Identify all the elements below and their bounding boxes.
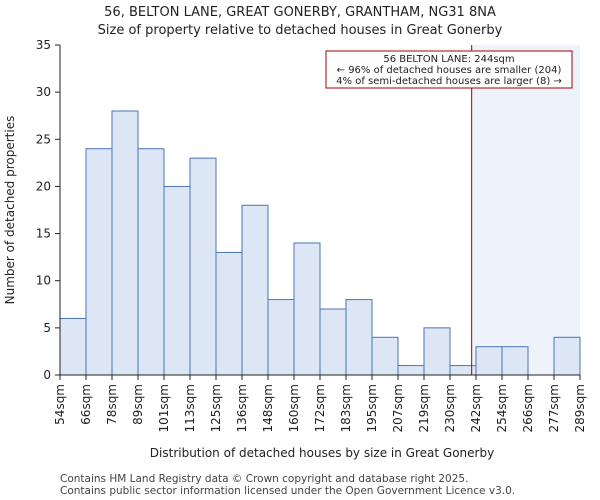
x-tick-label: 78sqm <box>105 384 119 425</box>
histogram-bar <box>241 204 269 376</box>
x-tick-label: 54sqm <box>53 384 67 425</box>
x-tick-label: 89sqm <box>131 384 145 425</box>
y-tick-label: 0 <box>43 368 51 382</box>
y-tick-label: 10 <box>36 274 51 288</box>
x-tick-label: 195sqm <box>365 384 379 432</box>
histogram-bar <box>215 251 243 376</box>
x-tick-label: 136sqm <box>235 384 249 432</box>
annotation-line: 4% of semi-detached houses are larger (8… <box>336 76 562 87</box>
histogram-bar <box>423 327 451 376</box>
annotation-line: ← 96% of detached houses are smaller (20… <box>337 65 562 76</box>
histogram-bar <box>371 336 399 376</box>
y-tick-label: 5 <box>43 321 51 335</box>
y-tick-label: 25 <box>36 132 51 146</box>
histogram-bar <box>501 346 529 376</box>
chart-title: 56, BELTON LANE, GREAT GONERBY, GRANTHAM… <box>104 5 496 20</box>
x-tick-label: 66sqm <box>79 384 93 425</box>
histogram-bar <box>319 308 347 376</box>
x-tick-label: 242sqm <box>469 384 483 432</box>
histogram-bar <box>111 110 139 376</box>
x-axis-label: Distribution of detached houses by size … <box>150 446 494 460</box>
x-tick-label: 254sqm <box>495 384 509 432</box>
y-tick-label: 30 <box>36 85 51 99</box>
histogram-bar <box>189 157 217 376</box>
x-tick-label: 172sqm <box>313 384 327 432</box>
histogram-bar <box>293 242 321 376</box>
histogram-bar <box>59 317 87 376</box>
x-tick-label: 183sqm <box>339 384 353 432</box>
chart-subtitle: Size of property relative to detached ho… <box>97 23 503 38</box>
x-tick-label: 230sqm <box>443 384 457 432</box>
histogram-bar <box>163 185 191 376</box>
highlight-region <box>471 45 580 375</box>
y-axis-label: Number of detached properties <box>3 116 17 305</box>
x-tick-label: 101sqm <box>157 384 171 432</box>
x-tick-label: 148sqm <box>261 384 275 432</box>
x-tick-label: 207sqm <box>391 384 405 432</box>
x-tick-label: 266sqm <box>521 384 535 432</box>
histogram-bar <box>397 365 425 376</box>
histogram-bar <box>137 148 165 376</box>
x-tick-label: 125sqm <box>209 384 223 432</box>
y-tick-label: 20 <box>36 179 51 193</box>
x-tick-label: 219sqm <box>417 384 431 432</box>
histogram-bar <box>553 336 581 376</box>
y-tick-label: 15 <box>36 227 51 241</box>
footer-line-2: Contains public sector information licen… <box>60 485 516 497</box>
x-tick-label: 113sqm <box>183 384 197 432</box>
annotation-box <box>325 50 573 89</box>
footer-line-1: Contains HM Land Registry data © Crown c… <box>60 473 469 485</box>
histogram-bar <box>345 299 373 376</box>
histogram-bar <box>475 346 503 376</box>
x-tick-label: 277sqm <box>547 384 561 432</box>
y-tick-label: 35 <box>36 38 51 52</box>
histogram-bar <box>267 299 295 376</box>
annotation-line: 56 BELTON LANE: 244sqm <box>383 54 514 65</box>
x-tick-label: 160sqm <box>287 384 301 432</box>
x-tick-label: 289sqm <box>573 384 587 432</box>
histogram-bar <box>85 148 113 376</box>
